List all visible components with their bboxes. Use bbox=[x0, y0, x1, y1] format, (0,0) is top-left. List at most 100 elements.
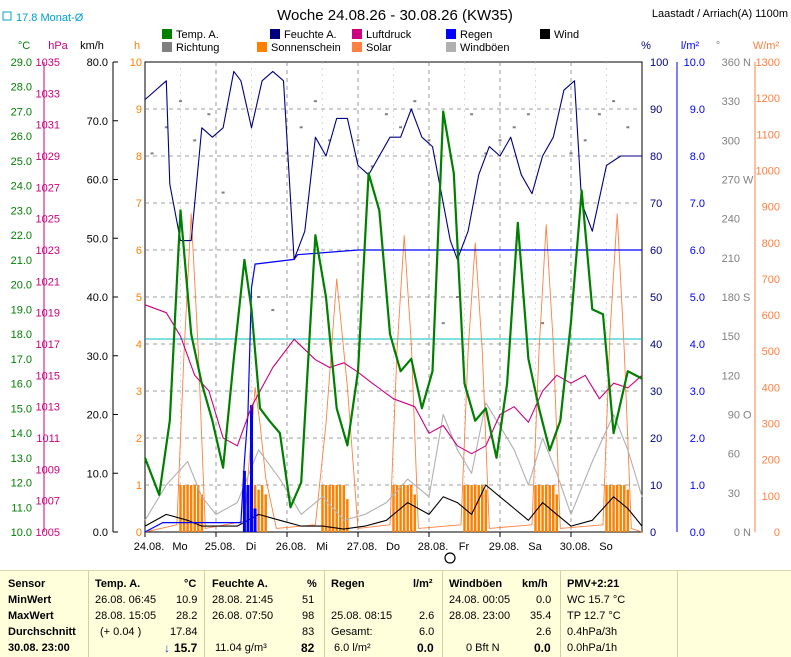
stats-wind-current: 0.0 bbox=[534, 641, 551, 655]
right-axis-tick: 100 bbox=[762, 491, 780, 503]
right-axis-tick: 90 bbox=[728, 410, 740, 422]
richtung-point bbox=[583, 139, 587, 142]
right-axis-unit: ° bbox=[716, 40, 720, 52]
stats-feuchte-current: 82 bbox=[301, 641, 315, 655]
right-axis-tick: 600 bbox=[762, 310, 780, 322]
left-axis-tick: 24.0 bbox=[11, 181, 32, 193]
arrow-down-icon: ↓ bbox=[164, 641, 170, 655]
regen-line bbox=[144, 249, 642, 533]
left-axis-tick: 10.0 bbox=[87, 468, 108, 480]
legend-swatch bbox=[352, 42, 362, 52]
legend-label: Richtung bbox=[176, 42, 219, 54]
right-axis-tick: 5.0 bbox=[690, 292, 705, 304]
stats-header-wind: Windböen bbox=[449, 578, 503, 590]
richtung-point bbox=[271, 309, 275, 312]
left-axis-tick: 10.0 bbox=[11, 527, 32, 539]
richtung-point bbox=[299, 126, 303, 129]
richtung-point bbox=[569, 152, 573, 155]
right-axis-tick: 270 bbox=[722, 175, 740, 187]
right-axis-tick: 0.0 bbox=[690, 527, 705, 539]
sonnenschein-bar bbox=[541, 485, 544, 532]
sonnenschein-bar bbox=[328, 485, 331, 532]
left-axis-tick: 1015 bbox=[36, 370, 60, 382]
sonnenschein-bar bbox=[197, 485, 200, 532]
sonnenschein-bar bbox=[484, 489, 488, 532]
left-axis-tick: 0.0 bbox=[93, 527, 108, 539]
stats-wind-min-time: 24.08. 00:05 bbox=[449, 594, 511, 606]
location-label: Laastadt / Arriach(A) 1100m bbox=[652, 8, 788, 20]
left-axis-tick: 30.0 bbox=[87, 351, 108, 363]
legend-label: Windböen bbox=[460, 42, 510, 54]
legend-label: Regen bbox=[460, 29, 492, 41]
right-axis-tick: 70 bbox=[650, 198, 662, 210]
legend-swatch bbox=[446, 29, 456, 39]
sonnenschein-bar bbox=[605, 485, 608, 532]
left-axis-tick: 1031 bbox=[36, 120, 60, 132]
series bbox=[143, 70, 643, 533]
wind-line bbox=[144, 484, 643, 530]
stats-header-temp: Temp. A. bbox=[95, 578, 141, 590]
sonnenschein-bar bbox=[264, 494, 267, 532]
left-axis-tick: 50.0 bbox=[87, 233, 108, 245]
left-axis-tick: 1007 bbox=[36, 496, 60, 508]
stats-header-feuchte: Feuchte A. bbox=[212, 578, 268, 590]
right-axis-tick: 1100 bbox=[756, 129, 780, 141]
sonnenschein-bar bbox=[406, 485, 409, 532]
legend-swatch bbox=[446, 42, 456, 52]
sonnenschein-bar bbox=[612, 485, 615, 532]
right-axis-tick: 6.0 bbox=[690, 245, 705, 257]
right-axis-tick: 90 bbox=[650, 104, 662, 116]
sonnenschein-bar bbox=[473, 485, 477, 532]
x-tick-date: 29.08. bbox=[489, 541, 520, 553]
sonnenschein-bar bbox=[544, 485, 548, 532]
right-axis-tick: 40 bbox=[650, 339, 662, 351]
left-axis-tick: 16.0 bbox=[11, 379, 32, 391]
sonnenschein-bar bbox=[260, 485, 264, 532]
x-tick-date: 25.08. bbox=[205, 541, 236, 553]
stats-feuchte-max: 98 bbox=[302, 610, 315, 622]
right-axis-tick: 60 bbox=[650, 245, 662, 257]
right-axis-tick: 0 bbox=[774, 527, 780, 539]
sonnenschein-bar bbox=[608, 485, 612, 532]
stats-header-regen: Regen bbox=[331, 578, 365, 590]
sonnenschein-bar bbox=[619, 485, 622, 532]
legend-swatch bbox=[162, 42, 172, 52]
x-tick-day: Fr bbox=[459, 541, 470, 553]
right-axis-unit: W/m² bbox=[753, 40, 780, 52]
legend-label: Wind bbox=[554, 29, 579, 41]
sonnenschein-bar bbox=[481, 485, 484, 532]
left-axis-tick: 23.0 bbox=[11, 205, 32, 217]
richtung-point bbox=[356, 139, 360, 142]
richtung-point bbox=[285, 152, 289, 155]
right-axis-tick: 400 bbox=[762, 382, 780, 394]
sonnenschein-bar bbox=[186, 485, 189, 532]
left-axis-tick: 7 bbox=[136, 198, 142, 210]
left-axis-tick: 8 bbox=[136, 151, 142, 163]
right-axis-tick: 240 bbox=[722, 214, 740, 226]
left-axis-tick: 1011 bbox=[36, 433, 60, 445]
legend-label: Sonnenschein bbox=[271, 42, 341, 54]
left-axis-tick: 18.0 bbox=[11, 329, 32, 341]
right-axis-tick: 3.0 bbox=[690, 386, 705, 398]
legend-swatch bbox=[540, 29, 550, 39]
stats-pmv-tp: TP 12.7 °C bbox=[567, 610, 621, 622]
regen-bar bbox=[253, 508, 257, 532]
legend: Temp. A.Richtung Feuchte A.Sonnenschein Lu… bbox=[162, 29, 579, 54]
stats-pmv-p3h: 0.4hPa/3h bbox=[567, 626, 618, 638]
sonnenschein-bar bbox=[477, 485, 480, 532]
stats-temp-min: 10.9 bbox=[176, 594, 198, 606]
richtung-point bbox=[541, 322, 545, 325]
windb-en-line bbox=[144, 402, 643, 521]
left-axis-tick: 1027 bbox=[36, 182, 60, 194]
right-axis-unit: l/m² bbox=[681, 40, 700, 52]
right-axis-tick: 200 bbox=[762, 455, 780, 467]
left-axis-tick: 1035 bbox=[36, 57, 60, 69]
luftdruck-line bbox=[144, 304, 643, 455]
sonnenschein-bar bbox=[257, 489, 260, 532]
sonnenschein-bar bbox=[339, 485, 342, 532]
richtung-point bbox=[484, 152, 488, 155]
richtung-point bbox=[221, 191, 225, 194]
left-axis-tick: 40.0 bbox=[87, 292, 108, 304]
right-axis-tick: 180 bbox=[722, 292, 740, 304]
right-axis-tick: 20 bbox=[650, 433, 662, 445]
